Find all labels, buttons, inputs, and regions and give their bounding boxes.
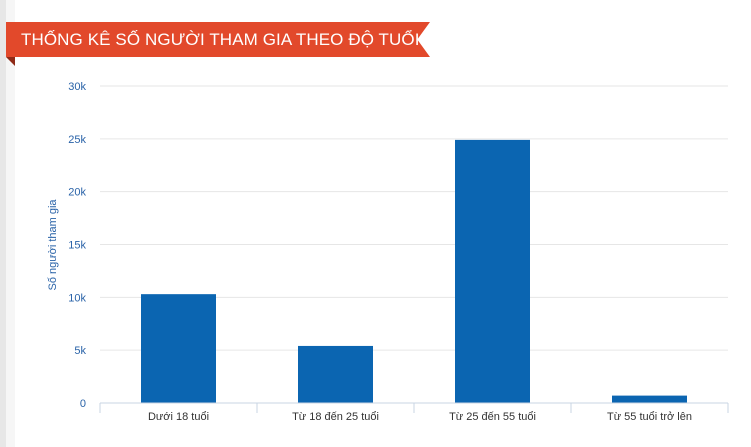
x-tick-label: Từ 18 đến 25 tuổi (292, 411, 379, 423)
y-tick-label: 20k (68, 187, 86, 199)
y-tick-label: 10k (68, 292, 86, 304)
left-border (0, 0, 6, 447)
bars (141, 139, 687, 403)
title-banner-fold (6, 57, 15, 66)
bar (455, 139, 530, 403)
x-axis: Dưới 18 tuổi Từ 18 đến 25 tuổi Từ 25 đến 5… (99, 402, 729, 423)
y-tick-label: 15k (68, 240, 86, 252)
x-tick-label: Từ 55 tuổi trở lên (607, 411, 692, 423)
y-tick-label: 30k (68, 81, 86, 93)
y-tick-label: 5k (74, 345, 86, 357)
y-axis-ticks: 0 5k 10k 15k 20k 25k 30k (68, 81, 86, 410)
bar (298, 345, 373, 403)
left-border-shade (6, 0, 15, 447)
title-banner (6, 22, 430, 57)
x-tick-label: Từ 25 đến 55 tuổi (449, 411, 536, 423)
y-axis-title: Số người tham gia (47, 199, 59, 291)
y-tick-label: 0 (80, 398, 86, 410)
bar (612, 395, 687, 403)
x-tick-label: Dưới 18 tuổi (148, 411, 209, 423)
bar (141, 294, 216, 403)
grid-lines (100, 85, 728, 351)
y-tick-label: 25k (68, 134, 86, 146)
chart-title: THỐNG KÊ SỐ NGƯỜI THAM GIA THEO ĐỘ TUỔI (21, 30, 420, 49)
